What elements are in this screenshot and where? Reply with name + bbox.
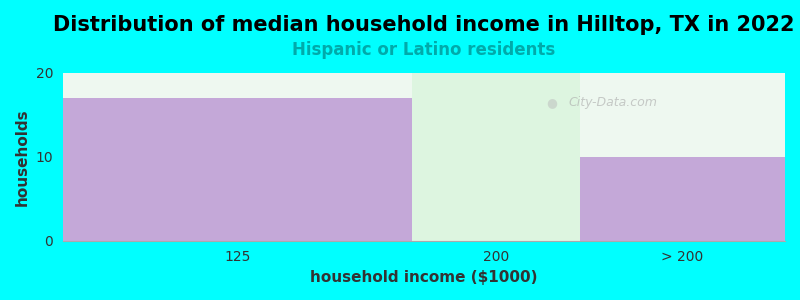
Y-axis label: households: households: [15, 108, 30, 206]
Bar: [412, 73, 580, 241]
Text: Hispanic or Latino residents: Hispanic or Latino residents: [292, 41, 555, 59]
Text: ●: ●: [546, 96, 558, 110]
Text: City-Data.com: City-Data.com: [568, 96, 658, 110]
Bar: [580, 157, 785, 241]
Title: Distribution of median household income in Hilltop, TX in 2022: Distribution of median household income …: [54, 15, 794, 35]
X-axis label: household income ($1000): household income ($1000): [310, 270, 538, 285]
Bar: [63, 98, 412, 241]
